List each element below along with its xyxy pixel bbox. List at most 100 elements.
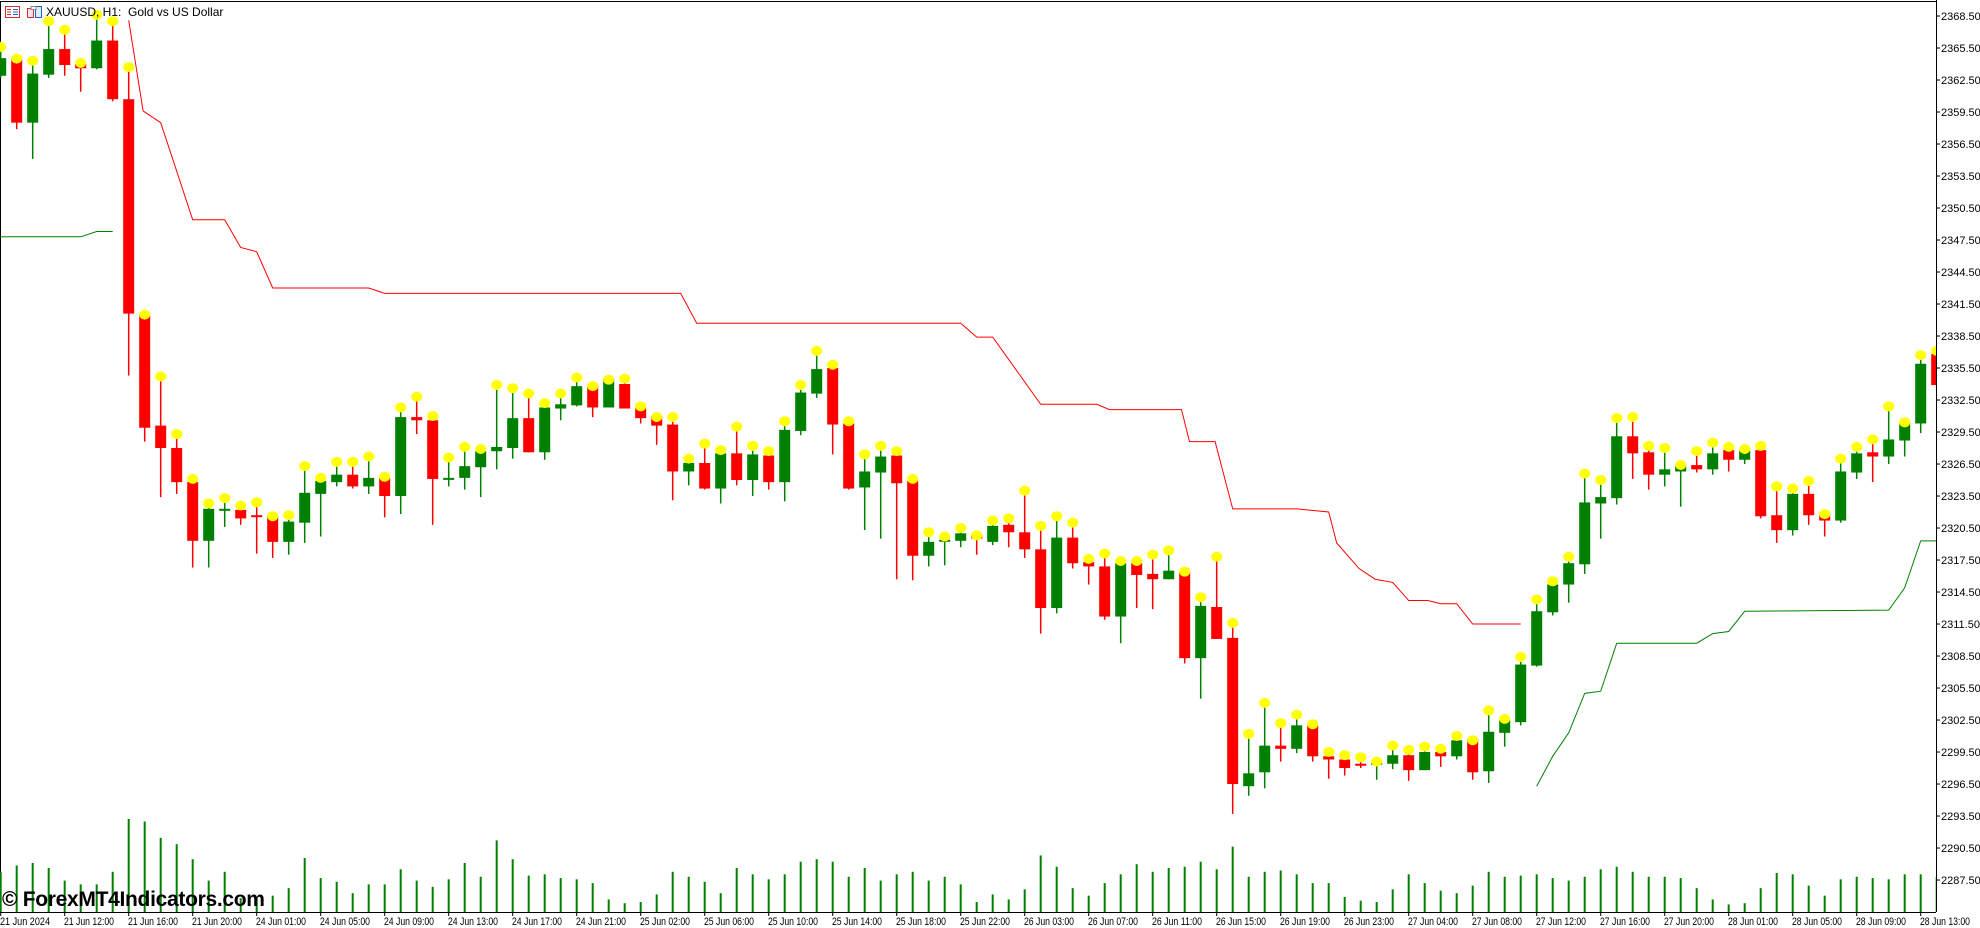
volume-bar [399,869,402,912]
bear-candle-body [1147,573,1159,580]
high-marker-dot [1403,744,1415,755]
high-marker-dot [203,498,215,509]
bear-candle-body [1003,524,1015,533]
volume-bar [1151,871,1154,912]
time-tick-label: 25 Jun 14:00 [832,916,882,928]
candle [1099,548,1111,620]
candle [171,429,183,494]
candle [907,473,919,581]
bull-candle-body [603,378,615,408]
price-axis[interactable]: 2368.50 2365.50 2362.50 2359.50 2356.50 2353.… [1936,0,1980,928]
bear-candle-body [1803,493,1815,516]
time-tick-label: 26 Jun 19:00 [1280,916,1330,928]
high-marker-dot [1899,417,1911,428]
volume-bar [479,876,482,912]
volume-bar [575,879,578,912]
volume-bar [799,861,802,912]
candle [1819,509,1831,537]
bull-candle-body [1851,453,1863,473]
bear-candle-body [1435,752,1447,757]
candle [1515,652,1527,726]
high-marker-dot [1563,551,1575,562]
price-tick-label: 2302.50 [1941,715,1980,727]
candle [1579,468,1591,574]
bull-candle-body [1419,752,1431,771]
bull-candle-body [443,477,455,480]
high-marker-dot [59,24,71,35]
bull-candle-body [1547,584,1559,613]
time-tick-label: 27 Jun 12:00 [1536,916,1586,928]
candle [1371,756,1383,780]
bear-candle-body [827,368,839,425]
volume-bar [703,881,706,912]
volume-bar [207,880,210,912]
bull-candle-body [1595,497,1607,504]
high-marker-dot [475,444,487,455]
bull-candle-body [555,404,567,409]
candle [843,416,855,490]
bear-candle-body [1643,452,1655,475]
candle [0,41,7,78]
bull-candle-body [795,392,807,431]
candle [1595,474,1607,539]
high-marker-dot [1851,441,1863,452]
bull-candle-body [1835,471,1847,521]
volume-bar [1839,879,1842,912]
time-tick-label: 28 Jun 05:00 [1792,916,1842,928]
candle [331,456,343,487]
high-marker-dot [459,441,471,452]
high-marker-dot [987,515,999,526]
symbol-description: Gold vs US Dollar [128,5,224,19]
bear-candle-body [1867,452,1879,457]
volume-bar [1519,875,1522,912]
candle [715,445,727,504]
time-tick-label: 26 Jun 03:00 [1024,916,1074,928]
high-marker-dot [923,527,935,538]
bear-candle-body [251,515,263,518]
volume-bar [335,881,338,912]
candle [107,16,119,102]
time-tick-label: 25 Jun 18:00 [896,916,946,928]
volume-bar [319,878,322,912]
time-axis[interactable]: 21 Jun 2024 21 Jun 12:00 21 Jun 16:00 21 Ju… [0,912,1980,928]
volume-bar [1823,895,1826,912]
bull-candle-body [1243,773,1255,787]
candle [1883,401,1895,465]
volume-bar [1311,883,1314,912]
volume-bar [943,876,946,912]
candle [1803,476,1815,525]
volume-bar [111,871,114,912]
lower-line [0,230,113,238]
candle [1451,730,1463,760]
chart-properties-icon[interactable] [27,6,42,18]
volume-bar [1887,879,1890,912]
volume-bar [735,868,738,912]
bear-candle-body [587,386,599,408]
bear-candle-body [187,482,199,541]
volume-bar [1023,889,1026,912]
volume-bar [1567,880,1570,912]
high-marker-dot [1451,730,1463,741]
price-tick-label: 2356.50 [1941,139,1980,151]
candle [1227,617,1239,814]
high-marker-dot [603,374,615,385]
high-marker-dot [1035,520,1047,531]
high-marker-dot [219,493,231,504]
candle [1675,460,1687,507]
bear-candle-body [1227,637,1239,785]
candle [91,9,103,70]
bull-candle-body [1707,453,1719,470]
candle [315,472,327,537]
high-marker-dot [1579,468,1591,479]
high-marker-dot [1259,697,1271,708]
volume-bar [1535,874,1538,912]
chart-list-icon[interactable] [5,6,20,18]
price-tick-label: 2353.50 [1941,171,1980,183]
bull-candle-body [987,525,999,542]
volume-bar [1407,874,1410,912]
high-marker-dot [363,451,375,462]
bear-candle-body [1723,450,1735,460]
candle [443,452,455,487]
high-marker-dot [1659,442,1671,453]
